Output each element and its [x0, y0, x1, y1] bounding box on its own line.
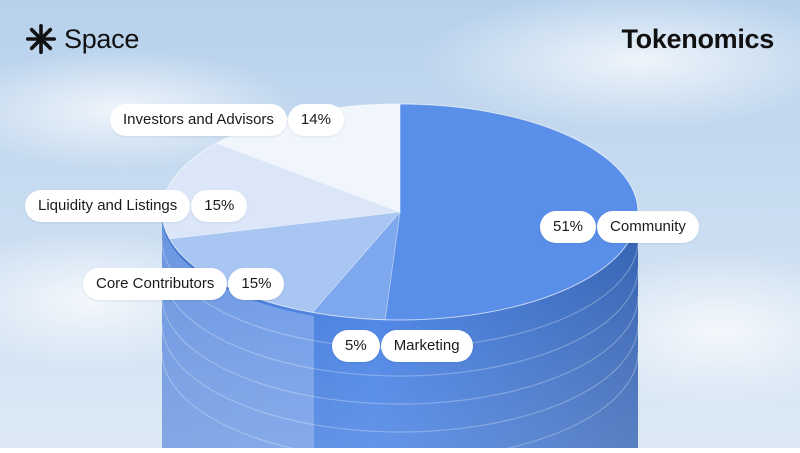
brand-name: Space — [64, 23, 140, 54]
label-marketing: 5% Marketing — [332, 330, 473, 362]
slice-label-value: 51% — [540, 211, 597, 243]
page-title: Tokenomics — [621, 24, 774, 54]
slice-label-name: Marketing — [380, 330, 473, 362]
brand-logo: Space — [24, 22, 139, 56]
slice-label-value: 5% — [332, 330, 380, 362]
slice-label-value: 15% — [228, 268, 285, 300]
slice-label-name: Investors and Advisors — [110, 104, 287, 136]
slice-label-name: Liquidity and Listings — [25, 190, 191, 222]
pie-slice-marketing — [311, 210, 401, 321]
label-community: 51% Community — [540, 211, 699, 243]
label-investors-and-advisors: Investors and Advisors 14% — [110, 104, 344, 136]
slice-label-name: Core Contributors — [83, 268, 228, 300]
slice-label-value: 14% — [287, 104, 344, 136]
slice-label-value: 15% — [191, 190, 248, 222]
label-core-contributors: Core Contributors 15% — [83, 268, 285, 300]
slice-label-name: Community — [597, 211, 699, 243]
asterisk-burst-icon — [26, 24, 56, 54]
label-liquidity-and-listings: Liquidity and Listings 15% — [25, 190, 248, 222]
